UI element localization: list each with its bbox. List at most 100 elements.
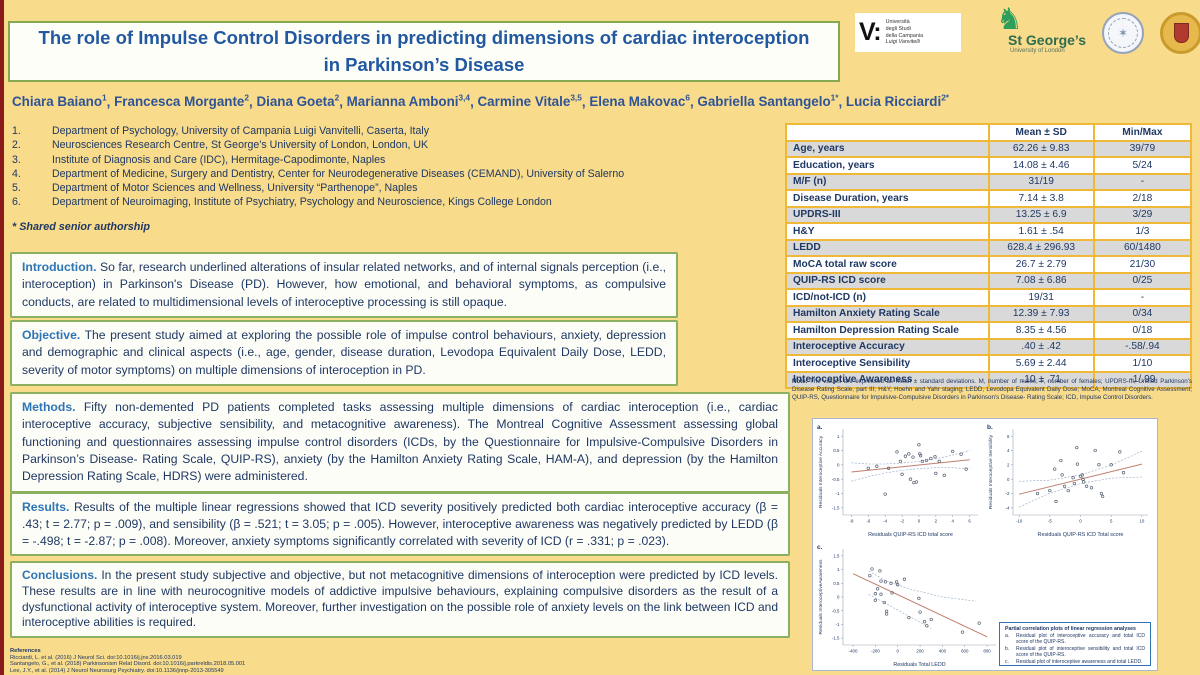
table-cell-value: 21/30 xyxy=(1092,255,1193,274)
table-row-label: M/F (n) xyxy=(785,172,990,191)
shared-authorship-note: * Shared senior authorship xyxy=(12,221,150,233)
introduction-text: So far, research underlined alterations … xyxy=(22,260,667,309)
table-cell-value: -1/.99 xyxy=(1092,370,1193,389)
svg-text:2: 2 xyxy=(935,519,938,524)
methods-text: Fifty non-demented PD patients completed… xyxy=(22,400,778,484)
table-cell-value: 1/3 xyxy=(1092,222,1193,241)
table-cell-value: 3/29 xyxy=(1092,205,1193,224)
svg-text:-10: -10 xyxy=(1016,519,1023,524)
figure-legend-item: c. Residual plot of interoceptive awarene… xyxy=(1005,658,1143,665)
st-georges-name: St George’s xyxy=(1008,32,1087,48)
scatter-plot-sensibility: b. 6 4 2 0 -2 -4 -10 -5 0 5 10 Residuals QUIP-RS ICD… xyxy=(987,424,1148,538)
table-cell-value: - xyxy=(1092,172,1193,191)
table-header-row: Mean ± SD Min/Max xyxy=(785,123,1193,142)
svg-text:600: 600 xyxy=(961,649,969,654)
table-row-label: UPDRS-III xyxy=(785,205,990,224)
svg-text:-0.5: -0.5 xyxy=(832,608,840,613)
university-crest-icon xyxy=(1160,12,1200,54)
vanvitelli-logo-text: Università degli Studi della Campania Lu… xyxy=(885,19,924,46)
svg-text:1: 1 xyxy=(837,567,840,572)
svg-text:-1: -1 xyxy=(836,491,840,496)
table-row: Age, years 62.26 ± 9.83 39/79 xyxy=(785,139,1193,158)
figure-legend-item: b. Residual plot of interoceptive sensibi… xyxy=(1005,645,1145,659)
references-heading: References xyxy=(10,648,41,654)
table-row-label: LEDD xyxy=(785,238,990,257)
table-cell-value: 13.25 ± 6.9 xyxy=(987,205,1095,224)
authors-line: Chiara Baiano1, Francesca Morgante2, Dia… xyxy=(12,93,950,110)
table-header: Mean ± SD Min/Max xyxy=(785,123,1193,142)
references-block: References Ricciardi, L. et al. (2016) J… xyxy=(10,648,570,674)
svg-text:-400: -400 xyxy=(849,649,858,654)
table-cell-value: 12.39 ± 7.93 xyxy=(987,304,1095,323)
svg-text:800: 800 xyxy=(983,649,991,654)
affiliations-list: Department of Psychology, University of … xyxy=(12,124,782,210)
svg-text:-4: -4 xyxy=(883,519,887,524)
author-name: Diana Goeta2 xyxy=(256,93,340,110)
vanvitelli-university-logo: V: Università degli Studi della Campania… xyxy=(855,13,961,52)
svg-text:4: 4 xyxy=(1007,448,1010,453)
logo-row: V: Università degli Studi della Campania… xyxy=(850,3,1200,58)
svg-text:6: 6 xyxy=(968,519,971,524)
svg-text:c.: c. xyxy=(817,544,823,551)
svg-text:0: 0 xyxy=(1007,477,1010,482)
author-name: Gabriella Santangelo1* xyxy=(697,93,839,110)
table-row-label: ICD/not-ICD (n) xyxy=(785,288,990,307)
svg-text:Residuals Total LEDD: Residuals Total LEDD xyxy=(893,662,945,668)
figure-legend-title: Partial correlation plots of linear regr… xyxy=(1005,626,1136,632)
svg-text:-200: -200 xyxy=(871,649,880,654)
table-cell-value: 39/79 xyxy=(1092,139,1193,158)
affiliation-item: Department of Neuroimaging, Institute of… xyxy=(52,196,552,209)
table-row: LEDD 628.4 ± 296.93 60/1480 xyxy=(785,238,1193,257)
svg-text:Residuals InteroceptiveAwarene: Residuals InteroceptiveAwareness xyxy=(818,559,824,634)
objective-label: Objective. xyxy=(22,328,81,342)
svg-text:Residuals QUIP-RS ICD total sc: Residuals QUIP-RS ICD total score xyxy=(868,532,953,538)
svg-text:Residuals Interoceptive Sensib: Residuals Interoceptive Sensibility xyxy=(988,434,994,509)
svg-text:Residuals Interoceptive Accura: Residuals Interoceptive Accuracy xyxy=(818,435,824,508)
table-row-label: MoCA total raw score xyxy=(785,255,990,274)
reference-item: Ricciardi, L. et al. (2016) J Neurol Sci… xyxy=(10,654,182,661)
table-cell-value: 7.08 ± 6.86 xyxy=(987,271,1095,290)
table-cell-value: 1.61 ± .54 xyxy=(987,222,1095,241)
university-seal-icon: ✶ xyxy=(1102,12,1144,54)
table-cell-value: 26.7 ± 2.79 xyxy=(987,255,1095,274)
figure-legend-item: a. Residual plot of interoceptive accurac… xyxy=(1005,632,1145,646)
table-row: Interoceptive Accuracy .40 ± .42 -.58/.94 xyxy=(785,337,1193,356)
results-box: Results. Results of the multiple linear … xyxy=(10,492,790,557)
table-row: Hamilton Depression Rating Scale 8.35 ± 4… xyxy=(785,321,1193,340)
svg-text:Residuals QUIP-RS ICD Total sc: Residuals QUIP-RS ICD Total score xyxy=(1038,532,1124,538)
svg-text:5: 5 xyxy=(1110,519,1113,524)
table-row-label: Education, years xyxy=(785,156,990,175)
table-note-text: The values are expressed as mean ± stand… xyxy=(792,378,1192,402)
results-label: Results. xyxy=(22,500,70,514)
table-cell-value: 0/25 xyxy=(1092,271,1193,290)
table-cell-value: - xyxy=(1092,288,1193,307)
affiliation-item: Neurosciences Research Centre, St George… xyxy=(52,139,429,152)
table-row: UPDRS-III 13.25 ± 6.9 3/29 xyxy=(785,205,1193,224)
svg-text:-1: -1 xyxy=(836,622,840,627)
svg-text:-1.5: -1.5 xyxy=(832,505,840,510)
table-row: Interoceptive Awareness .10 ± .71 -1/.99 xyxy=(785,370,1193,389)
table-cell-value: 62.26 ± 9.83 xyxy=(987,139,1095,158)
methods-box: Methods. Fifty non-demented PD patients … xyxy=(10,392,790,493)
table-row-label: H&Y xyxy=(785,222,990,241)
table-row-label: Disease Duration, years xyxy=(785,189,990,208)
left-edge-strip xyxy=(0,0,4,675)
seal-inner-icon: ✶ xyxy=(1108,18,1138,48)
table-header-cell: Min/Max xyxy=(1092,123,1193,142)
table-row-label: Interoceptive Awareness xyxy=(785,370,990,389)
table-cell-value: 8.35 ± 4.56 xyxy=(987,321,1095,340)
table-cell-value: 31/19 xyxy=(987,172,1095,191)
svg-text:-5: -5 xyxy=(1048,519,1052,524)
crest-shield-icon xyxy=(1173,23,1189,43)
results-text: Results of the multiple linear regressio… xyxy=(22,500,779,548)
author-name: Francesca Morgante2 xyxy=(114,93,249,110)
st-georges-logo: ♞ St George’s University of London xyxy=(978,3,1090,58)
title-box: The role of Impulse Control Disorders in… xyxy=(8,21,840,82)
conclusions-box: Conclusions. In the present study subjec… xyxy=(10,561,790,639)
table-note: Note. The values are expressed as mean ±… xyxy=(792,378,1192,402)
table-cell-value: .40 ± .42 xyxy=(987,337,1095,356)
table-cell-value: 1/10 xyxy=(1092,354,1193,373)
table-header-cell xyxy=(785,123,990,142)
objective-text: The present study aimed at exploring the… xyxy=(22,328,666,377)
table-cell-value: -.58/.94 xyxy=(1092,337,1193,356)
